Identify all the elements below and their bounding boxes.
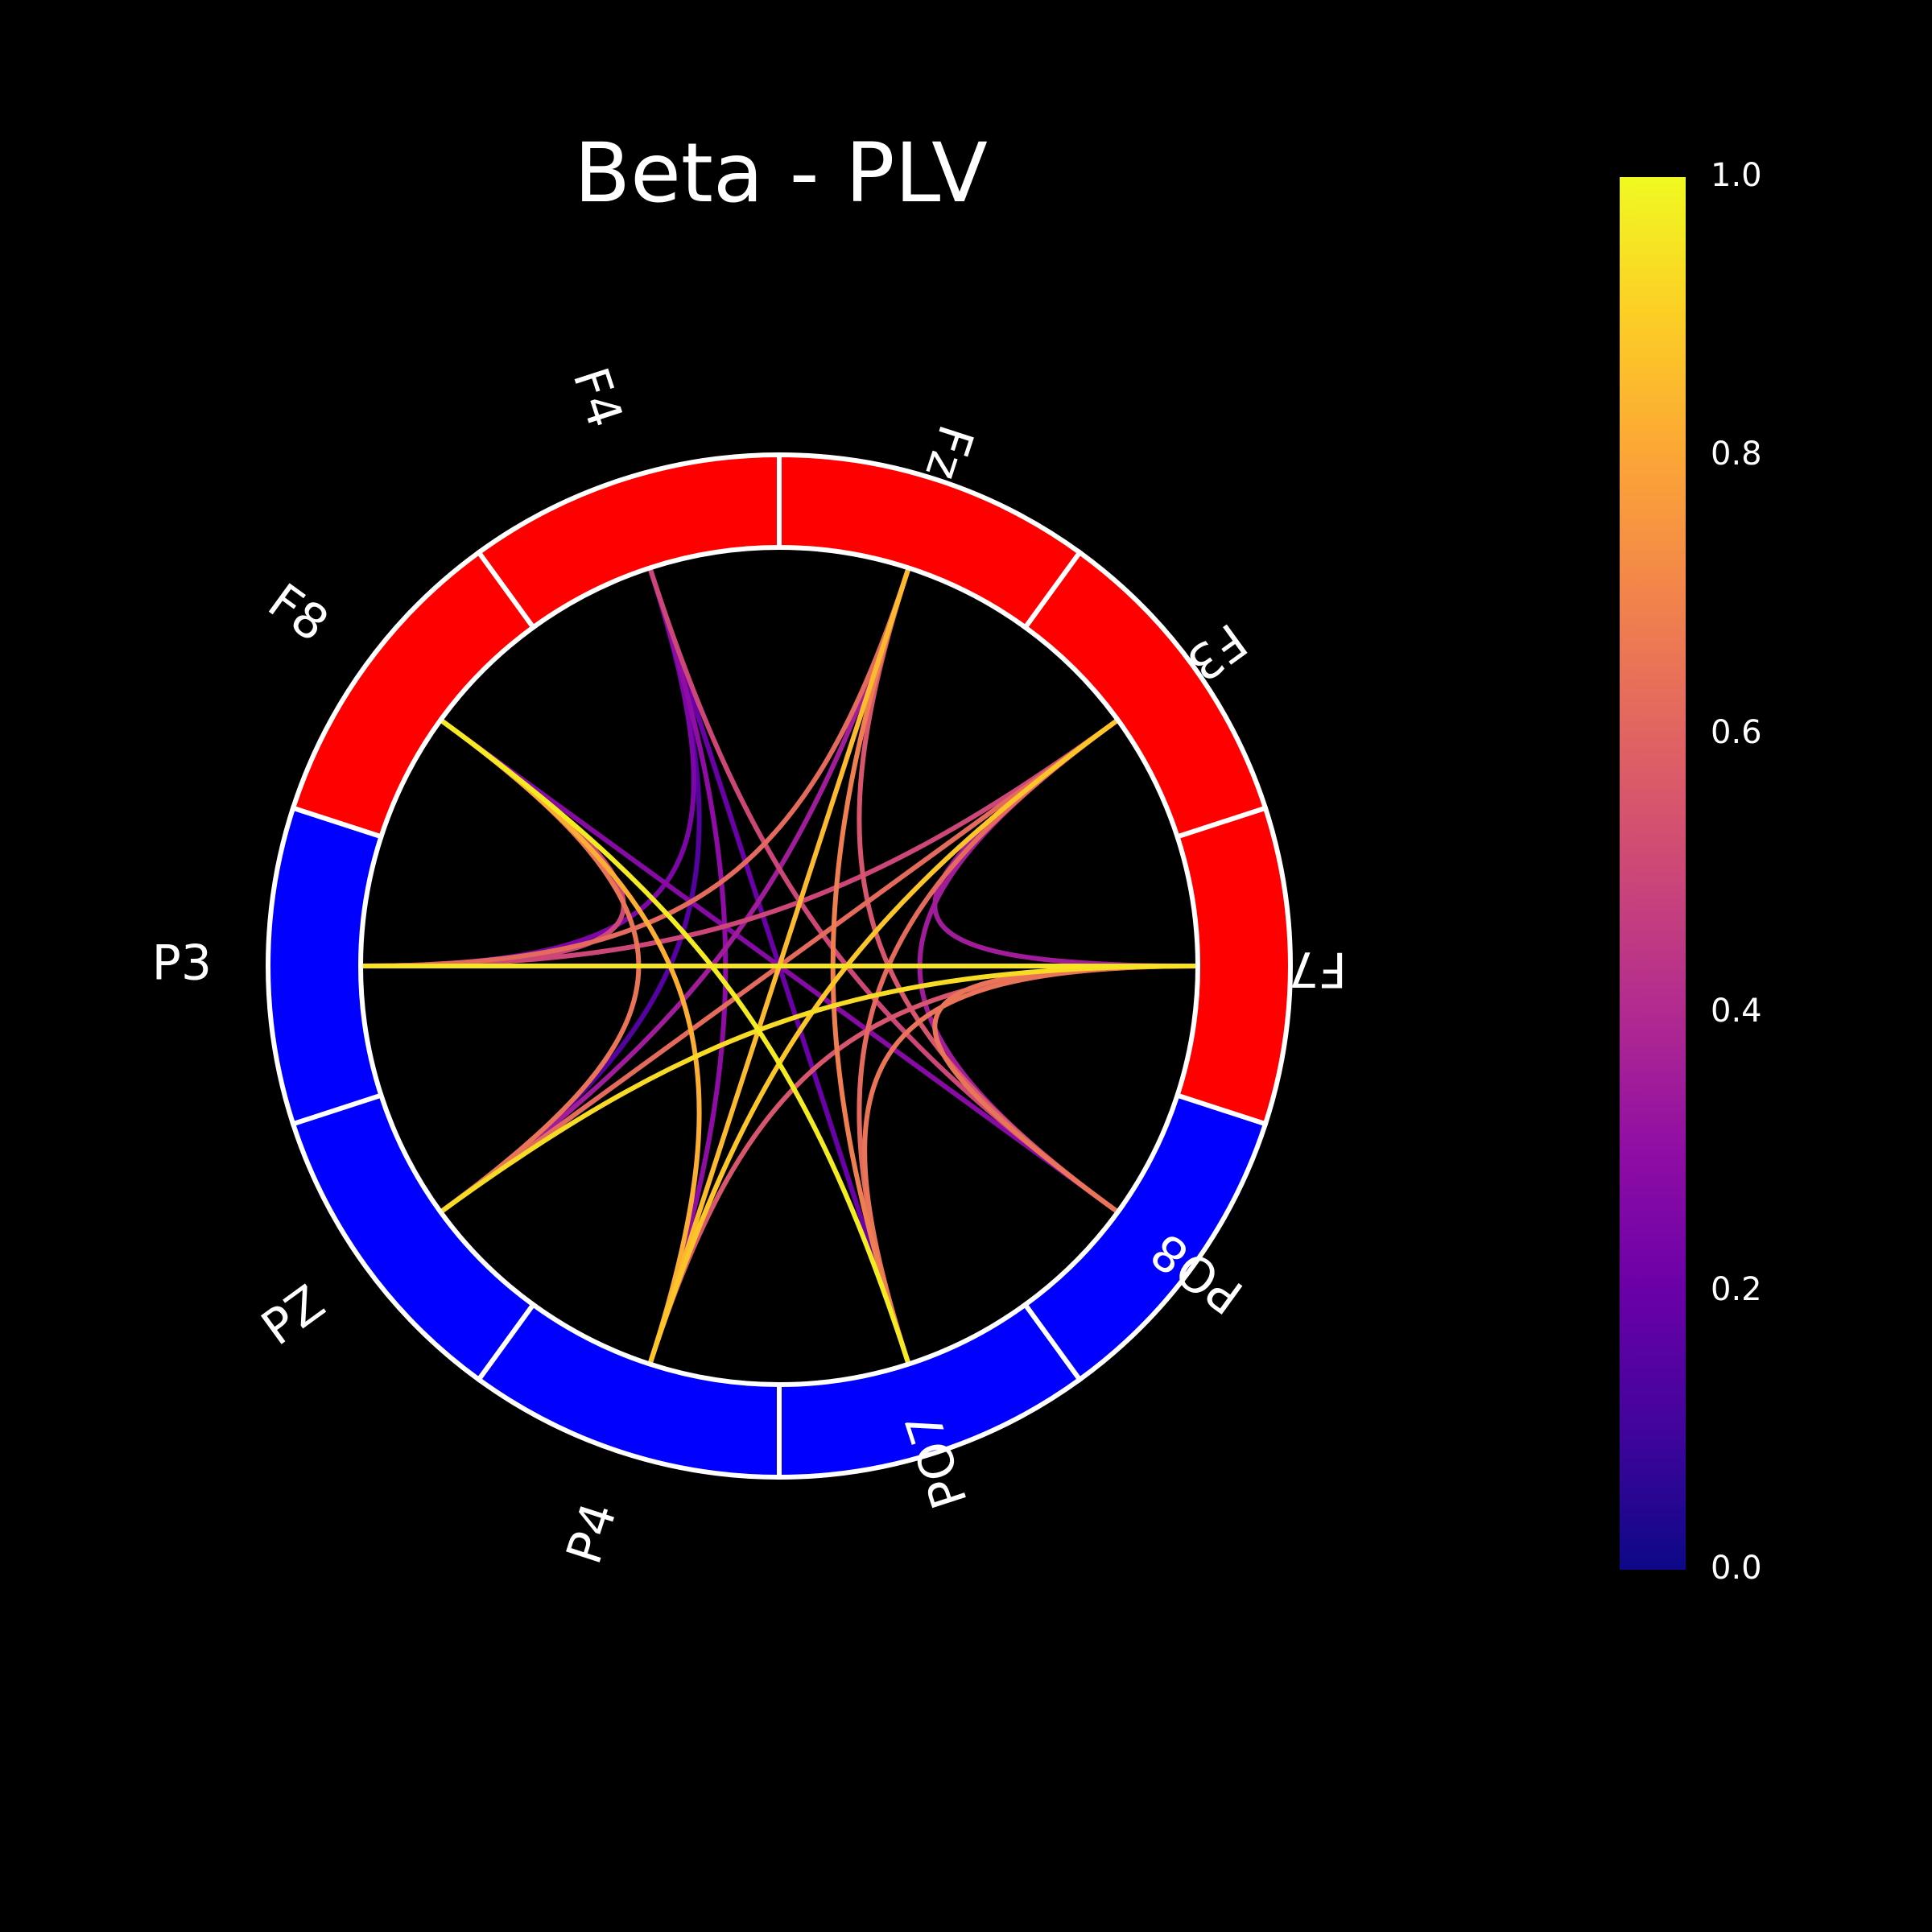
colorbar-tick-label: 1.0 bbox=[1711, 157, 1762, 194]
connection-F8-P4 bbox=[439, 717, 702, 1365]
connection-Fz-P3 bbox=[360, 567, 911, 968]
colorbar-tick-label: 0.8 bbox=[1711, 436, 1762, 473]
connection-F8-PO7 bbox=[439, 717, 911, 1365]
node-label-P4: P4 bbox=[556, 1496, 629, 1571]
colorbar-gradient bbox=[1620, 177, 1686, 1570]
node-segment-P4 bbox=[475, 1301, 782, 1480]
connection-F7-PZ bbox=[439, 964, 1199, 1215]
node-label-F7: F7 bbox=[1288, 940, 1347, 997]
node-label-P3: P3 bbox=[152, 935, 212, 992]
colorbar-tick-label: 0.2 bbox=[1711, 1271, 1762, 1308]
colorbar-tick-label: 0.6 bbox=[1711, 714, 1762, 751]
colorbar-tick-label: 0.4 bbox=[1711, 993, 1762, 1030]
colorbar: 0.0 0.2 0.4 0.6 0.8 1.0 bbox=[1620, 157, 1762, 1587]
node-ring bbox=[265, 452, 1294, 1480]
chart-title: Beta - PLV bbox=[574, 126, 988, 221]
node-label-F4: F4 bbox=[562, 361, 634, 435]
node-segment-PZ bbox=[290, 1092, 537, 1383]
node-label-PZ: PZ bbox=[252, 1274, 336, 1356]
node-segment-F8 bbox=[290, 549, 537, 840]
colorbar-ticks: 0.0 0.2 0.4 0.6 0.8 1.0 bbox=[1711, 157, 1762, 1587]
node-segment-Fz bbox=[777, 452, 1084, 631]
node-segment-F3 bbox=[1022, 549, 1269, 840]
node-label-F8: F8 bbox=[258, 573, 338, 653]
connection-Fz-PZ bbox=[439, 567, 911, 1215]
connection-lines bbox=[360, 567, 1199, 1365]
colorbar-tick-label: 0.0 bbox=[1711, 1550, 1762, 1587]
node-segment-PO8 bbox=[1022, 1092, 1269, 1383]
node-segment-F4 bbox=[475, 452, 782, 631]
connection-F3-P4 bbox=[647, 717, 1120, 1365]
